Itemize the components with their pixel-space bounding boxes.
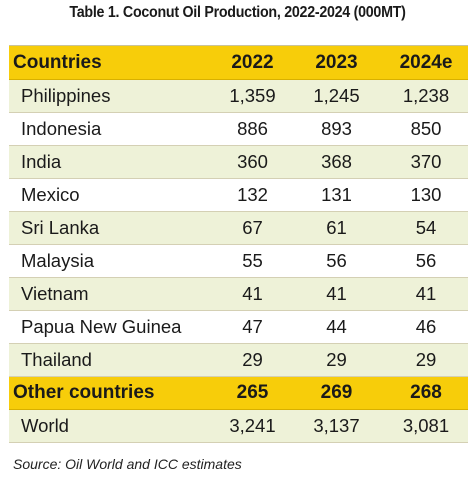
other-label: Other countries	[13, 382, 155, 403]
table-row: Malaysia 55 56 56	[9, 245, 468, 278]
value-2024e: 41	[415, 283, 437, 304]
world-2023: 3,137	[313, 415, 360, 436]
value-2024e: 1,238	[402, 85, 450, 106]
value-2022: 29	[242, 349, 263, 370]
world-2024e: 3,081	[402, 415, 450, 436]
country-cell: Vietnam	[21, 283, 89, 304]
production-table: Countries 2022 2023 2024e Philippines 1,…	[9, 45, 468, 443]
country-cell: Sri Lanka	[21, 217, 100, 238]
country-cell: Thailand	[21, 349, 92, 370]
other-2024e: 268	[410, 382, 442, 403]
other-2023: 269	[320, 382, 353, 403]
header-2022: 2022	[231, 51, 274, 73]
country-cell: Indonesia	[21, 118, 102, 139]
source-note: Source: Oil World and ICC estimates	[13, 456, 242, 472]
country-cell: Papua New Guinea	[21, 316, 182, 337]
table-row: Thailand 29 29 29	[9, 344, 468, 377]
value-2024e: 46	[415, 316, 437, 337]
table-row: Philippines 1,359 1,245 1,238	[9, 80, 468, 113]
header-2024e: 2024e	[399, 51, 453, 73]
country-cell: India	[21, 151, 62, 172]
world-label: World	[21, 415, 69, 436]
table-row: Sri Lanka 67 61 54	[9, 212, 468, 245]
header-row: Countries 2022 2023 2024e	[9, 46, 468, 80]
value-2023: 131	[321, 184, 352, 205]
value-2024e: 29	[415, 349, 437, 370]
value-2022: 67	[242, 217, 263, 238]
value-2022: 132	[237, 184, 268, 205]
value-2023: 61	[326, 217, 347, 238]
value-2022: 886	[237, 118, 268, 139]
table-row: Vietnam 41 41 41	[9, 278, 468, 311]
table-row: India 360 368 370	[9, 146, 468, 179]
value-2022: 41	[242, 283, 263, 304]
header-2023: 2023	[315, 51, 358, 73]
header-countries: Countries	[13, 51, 102, 73]
value-2024e: 56	[415, 250, 437, 271]
country-cell: Philippines	[21, 85, 111, 106]
value-2023: 44	[326, 316, 347, 337]
world-row: World 3,241 3,137 3,081	[9, 410, 468, 443]
value-2023: 893	[321, 118, 352, 139]
country-cell: Malaysia	[21, 250, 94, 271]
country-cell: Mexico	[21, 184, 80, 205]
table-row: Papua New Guinea 47 44 46	[9, 311, 468, 344]
world-2022: 3,241	[229, 415, 276, 436]
other-2022: 265	[236, 382, 269, 403]
value-2022: 360	[237, 151, 268, 172]
value-2023: 41	[326, 283, 347, 304]
value-2022: 47	[242, 316, 263, 337]
table-title: Table 1. Coconut Oil Production, 2022-20…	[69, 4, 406, 21]
value-2024e: 130	[410, 184, 442, 205]
table-row: Mexico 132 131 130	[9, 179, 468, 212]
value-2022: 55	[242, 250, 263, 271]
value-2023: 1,245	[313, 85, 360, 106]
value-2024e: 370	[410, 151, 442, 172]
value-2024e: 54	[415, 217, 437, 238]
value-2023: 29	[326, 349, 347, 370]
value-2023: 368	[321, 151, 352, 172]
value-2024e: 850	[410, 118, 442, 139]
value-2022: 1,359	[229, 85, 276, 106]
other-countries-row: Other countries 265 269 268	[9, 377, 468, 410]
table-row: Indonesia 886 893 850	[9, 113, 468, 146]
value-2023: 56	[326, 250, 347, 271]
